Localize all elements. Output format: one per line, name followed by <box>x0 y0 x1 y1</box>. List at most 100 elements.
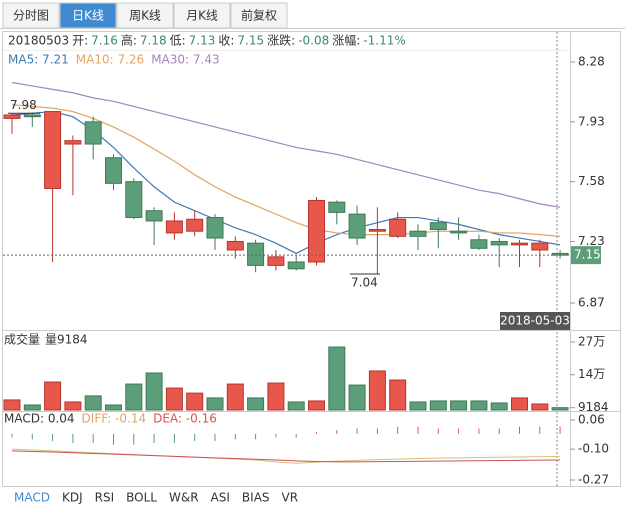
y-tick-label: 0.06 <box>578 413 605 427</box>
volume-bar <box>247 397 265 411</box>
y-tick-label: 27万 <box>578 335 605 349</box>
tab-label[interactable]: 月K线 <box>186 9 218 23</box>
info-value: 7.18 <box>140 34 167 48</box>
tab-label[interactable]: 前复权 <box>241 8 277 23</box>
tab[interactable] <box>173 2 231 29</box>
candle-body <box>44 111 62 189</box>
candle-body <box>84 121 102 145</box>
volume-bar <box>348 384 366 411</box>
candle-body <box>368 229 386 232</box>
volume-bar <box>145 372 163 411</box>
candle-body <box>267 256 285 266</box>
y-tick-label: -0.10 <box>578 442 609 456</box>
candle-body <box>23 114 41 118</box>
info-value: 7.15 <box>237 34 264 48</box>
volume-bar <box>287 401 305 411</box>
info-value: 7.16 <box>91 34 118 48</box>
volume-bar <box>23 404 41 411</box>
y-tick-label: 8.28 <box>578 55 605 69</box>
volume-bar <box>368 370 386 411</box>
legend-entry: MA10: 7.26 <box>76 53 144 67</box>
volume-bar <box>105 404 122 411</box>
ma-line <box>11 104 561 237</box>
volume-bar <box>450 400 468 411</box>
y-tick-label: 7.93 <box>578 114 605 128</box>
y-tick-label: -0.27 <box>578 473 609 487</box>
tab-label[interactable]: 日K线 <box>72 9 104 23</box>
candle-body <box>64 140 82 145</box>
info-label: 涨跌: <box>267 33 295 48</box>
volume-bar <box>328 346 346 411</box>
indicator-tab: VR <box>282 491 299 505</box>
volume-bar <box>125 383 143 411</box>
y-tick-label: 7.58 <box>578 174 605 188</box>
candle-body <box>247 242 265 266</box>
date-tag <box>500 312 570 330</box>
diff-line <box>11 448 561 464</box>
macd-legend: DIFF: -0.14 <box>82 412 147 426</box>
candle-body <box>531 242 549 251</box>
volume-bar <box>409 401 427 411</box>
date-tag-label: 2018-05-03 <box>500 314 570 328</box>
candle-body <box>409 230 427 237</box>
candle-body <box>125 181 143 219</box>
legend-entry: MA5: 7.21 <box>8 53 69 67</box>
candle-body <box>145 210 163 222</box>
tab[interactable] <box>230 2 288 29</box>
candle-body <box>226 240 244 251</box>
tab[interactable] <box>59 2 117 29</box>
candle-body <box>348 213 366 239</box>
info-value: -1.11% <box>363 34 405 48</box>
candle-body <box>105 157 122 184</box>
tab[interactable] <box>116 2 174 29</box>
volume-bar <box>429 400 447 411</box>
volume-bar <box>165 387 183 411</box>
candle-body <box>389 218 407 237</box>
volume-bar <box>84 395 102 411</box>
legend-entry: MA30: 7.43 <box>151 53 219 67</box>
volume-title: 成交量 <box>4 332 40 347</box>
indicator-tab: MACD <box>14 491 50 505</box>
candle-body <box>3 114 21 119</box>
high-annotation: 7.98 <box>10 98 37 112</box>
volume-bar <box>3 399 21 411</box>
y-tick-label: 6.87 <box>578 296 605 310</box>
dea-line <box>11 450 561 463</box>
candle-body <box>287 261 305 270</box>
info-date: 20180503 <box>8 34 69 48</box>
y-tick-label: 9184 <box>578 400 609 414</box>
candle-body <box>450 230 468 234</box>
candle-body <box>165 220 183 234</box>
indicator-tab: RSI <box>95 491 115 505</box>
info-label: 高: <box>121 33 137 48</box>
volume-bar <box>267 382 285 411</box>
candle-body <box>186 218 204 232</box>
candle-body <box>328 201 346 213</box>
volume-bar <box>511 397 528 411</box>
indicator-tab: ASI <box>211 491 230 505</box>
info-value: 7.13 <box>189 34 216 48</box>
info-label: 涨幅: <box>332 33 360 48</box>
y-tick-label: 7.23 <box>578 234 605 248</box>
info-label: 开: <box>72 34 88 48</box>
tab[interactable] <box>2 2 60 29</box>
info-value: -0.08 <box>298 34 329 48</box>
tab-label[interactable]: 分时图 <box>13 9 49 23</box>
volume-bar <box>206 397 224 411</box>
price-tag-label: 7.15 <box>574 248 601 262</box>
y-tick-label: 14万 <box>578 367 605 381</box>
low-annotation: 7.04 <box>351 275 378 289</box>
indicator-tab: KDJ <box>62 491 83 505</box>
candle-body <box>511 242 528 246</box>
tab-label[interactable]: 周K线 <box>129 9 161 23</box>
candle-body <box>490 240 508 246</box>
candle-body <box>206 217 224 239</box>
info-label: 收: <box>218 34 234 48</box>
volume-bar <box>308 400 325 411</box>
volume-bar <box>226 383 244 411</box>
chart-frame <box>2 31 621 487</box>
info-label: 低: <box>170 34 186 48</box>
volume-bar <box>186 392 204 411</box>
macd-legend: DEA: -0.16 <box>153 412 217 426</box>
